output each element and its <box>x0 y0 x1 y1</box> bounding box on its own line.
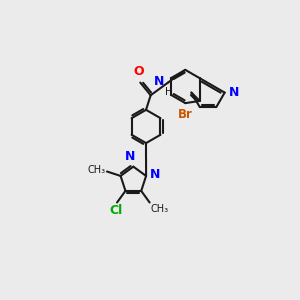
Text: Cl: Cl <box>109 204 122 217</box>
Text: N: N <box>149 168 160 181</box>
Text: Br: Br <box>178 108 193 121</box>
Text: N: N <box>229 86 239 99</box>
Text: H: H <box>165 87 173 97</box>
Text: N: N <box>125 150 135 163</box>
Text: CH₃: CH₃ <box>151 204 169 214</box>
Text: N: N <box>154 75 164 88</box>
Text: O: O <box>134 65 144 78</box>
Text: CH₃: CH₃ <box>88 165 106 175</box>
